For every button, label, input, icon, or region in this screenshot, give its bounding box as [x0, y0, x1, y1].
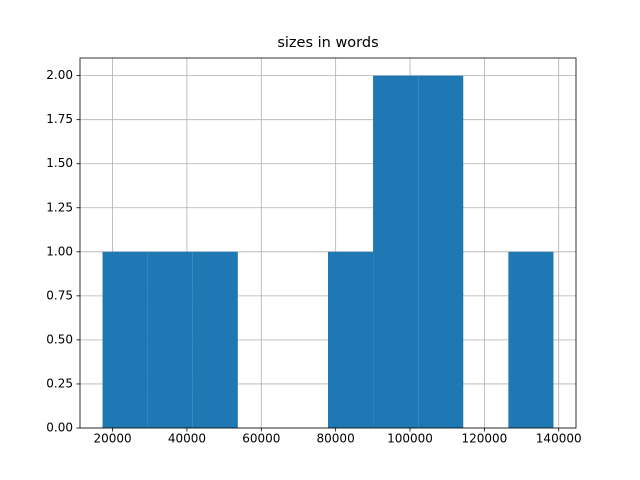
x-tick-label: 60000	[242, 432, 280, 446]
x-tick-label: 140000	[536, 432, 582, 446]
bar	[102, 251, 148, 428]
chart-title: sizes in words	[277, 35, 378, 51]
bar	[508, 251, 554, 428]
bar	[373, 75, 419, 428]
bar	[192, 251, 238, 428]
x-tick-label: 20000	[93, 432, 131, 446]
x-tick-label: 120000	[461, 432, 507, 446]
bar	[328, 251, 374, 428]
bar	[147, 251, 193, 428]
y-tick-label: 1.25	[46, 200, 73, 214]
x-tick-label: 100000	[387, 432, 433, 446]
x-tick-label: 80000	[317, 432, 355, 446]
x-tick-label: 40000	[168, 432, 206, 446]
bar	[418, 75, 464, 428]
y-tick-label: 1.50	[46, 156, 73, 170]
y-tick-label: 0.50	[46, 332, 73, 346]
y-tick-label: 0.00	[46, 421, 73, 435]
y-tick-label: 1.75	[46, 112, 73, 126]
plot-frame	[79, 57, 577, 429]
y-tick-label: 2.00	[46, 68, 73, 82]
y-tick-label: 0.25	[46, 376, 73, 390]
y-tick-label: 0.75	[46, 288, 73, 302]
y-tick-label: 1.00	[46, 244, 73, 258]
